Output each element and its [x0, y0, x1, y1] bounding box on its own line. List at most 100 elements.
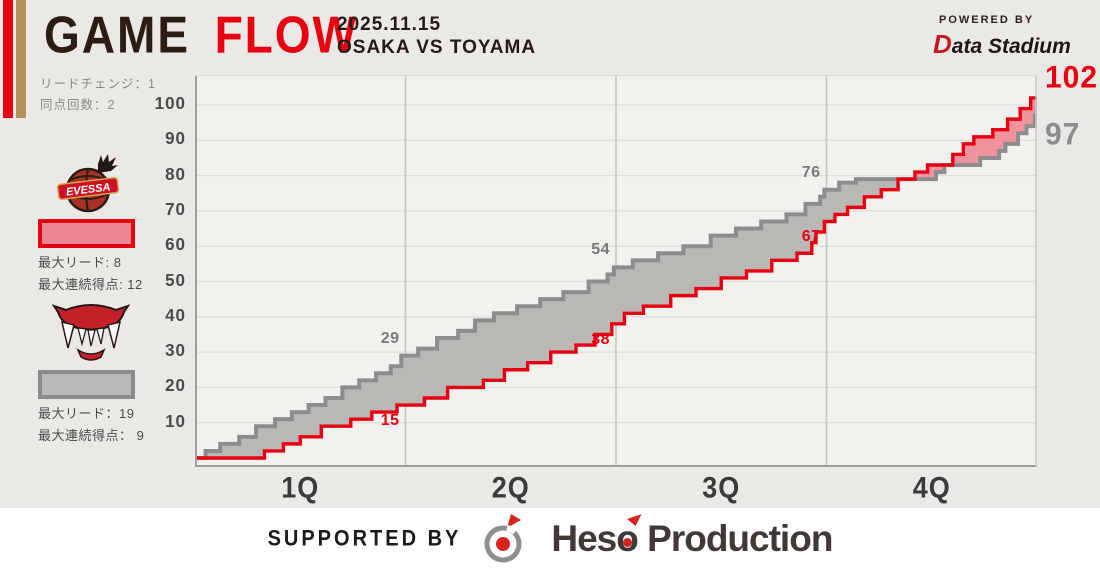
toyama-lead-area [342, 387, 352, 427]
toyama-lead-area [493, 313, 506, 381]
x-quarter-label: 3Q [702, 471, 741, 505]
toyama-lead-area [300, 412, 310, 437]
accent-bar-red [3, 0, 13, 118]
osaka-lead-area [1018, 119, 1021, 134]
osaka-legend-swatch [38, 219, 135, 248]
osaka-lead-area [914, 172, 929, 180]
toyama-max-run: 最大連続得点： 9 [38, 428, 145, 443]
quarter-score-annotation: 54 [591, 241, 610, 259]
osaka-stats: 最大リード: 8 最大連続得点: 12 [38, 252, 143, 296]
osaka-max-run: 最大連続得点: 12 [38, 277, 143, 292]
toyama-lead-area [283, 419, 293, 444]
y-tick-label: 60 [165, 234, 186, 255]
toyama-lead-area [805, 203, 813, 254]
y-tick-label: 40 [165, 305, 186, 326]
toyama-lead-area [418, 348, 426, 406]
y-tick-label: 80 [165, 164, 186, 185]
osaka-lead-area [973, 136, 981, 166]
heso-production-icon [484, 514, 522, 563]
svg-text:EVESSA: EVESSA [65, 181, 111, 198]
toyama-lead-area [325, 397, 343, 427]
y-tick-label: 10 [165, 411, 186, 432]
toyama-lead-area [670, 253, 684, 296]
tie-count-stat: 同点回数：2 [40, 98, 116, 112]
osaka-lead-area [999, 129, 1007, 151]
supported-by-label: SUPPORTED BY [267, 526, 462, 551]
match-date: 2025.11.15 [337, 14, 442, 35]
osaka-lead-area [1030, 97, 1036, 127]
toyama-lead-area [820, 196, 825, 233]
osaka-max-lead: 最大リード: 8 [38, 255, 122, 270]
toyama-lead-area [613, 267, 626, 324]
toyama-lead-area [437, 337, 449, 398]
game-summary-stats: リードチェンジ：1 同点回数：2 [40, 74, 156, 116]
toyama-lead-area [761, 221, 773, 271]
y-tick-label: 100 [154, 93, 186, 114]
toyama-legend-swatch [38, 370, 135, 399]
toyama-lead-area [483, 320, 495, 381]
gameflow-chart-plot [195, 75, 1038, 467]
toyama-lead-area [624, 267, 634, 314]
toyama-lead-area [474, 320, 484, 388]
toyama-lead-area [390, 366, 398, 413]
toyama-lead-area [710, 235, 722, 289]
quarter-score-annotation: 76 [801, 163, 821, 181]
toyama-lead-area [771, 221, 788, 261]
toyama-lead-area [881, 179, 899, 190]
toyama-lead-area [205, 450, 221, 458]
toyama-lead-area [550, 299, 564, 353]
quarter-score-annotation: 15 [380, 412, 400, 430]
quarter-score-annotation: 67 [801, 228, 821, 246]
toyama-lead-area [658, 253, 672, 307]
toyama-lead-area [797, 214, 807, 254]
toyama-lead-area [350, 387, 360, 420]
title-game: GAME [44, 5, 191, 64]
toyama-lead-area [594, 281, 609, 335]
osaka-evessa-logo: EVESSA [56, 154, 120, 213]
toyama-lead-area [643, 260, 659, 307]
toyama-score-line [195, 113, 1037, 460]
osaka-lead-area [1007, 119, 1019, 144]
toyama-lead-area [527, 306, 541, 363]
osaka-lead-area [963, 143, 975, 166]
toyama-lead-area [746, 228, 762, 271]
toyama-lead-area [371, 380, 377, 413]
quarter-score-annotation: 29 [380, 329, 400, 347]
osaka-score-line [195, 96, 1037, 460]
osaka-lead-area [1026, 108, 1032, 127]
toyama-lead-area [864, 179, 882, 197]
osaka-lead-area [927, 165, 937, 180]
match-meta: 2025.11.15 OSAKA VS TOYAMA [337, 13, 536, 59]
toyama-lead-area [721, 235, 737, 278]
powered-by-label: POWERED BY [939, 14, 1035, 26]
final-score-label: 102 [1045, 60, 1099, 95]
toyama-lead-area [563, 292, 577, 353]
y-tick-label: 90 [165, 128, 186, 149]
gameflow-chart [195, 75, 1038, 467]
toyama-lead-area [540, 299, 552, 363]
toyama-lead-area [274, 419, 285, 451]
toyama-lead-area [735, 228, 748, 278]
lead-changes-stat: リードチェンジ：1 [40, 77, 156, 91]
y-tick-label: 50 [165, 270, 186, 290]
toyama-lead-area [786, 214, 798, 261]
toyama-lead-area [855, 179, 865, 208]
toyama-lead-area [695, 246, 712, 289]
y-tick-label: 20 [165, 375, 186, 396]
toyama-lead-area [839, 182, 849, 215]
page-title: GAME FLOW [44, 4, 358, 65]
data-stadium-logo: Data Stadium [933, 29, 1071, 59]
toyama-lead-area [834, 189, 840, 215]
toyama-lead-area [376, 373, 392, 413]
match-teams: OSAKA VS TOYAMA [337, 37, 537, 58]
toyama-lead-area [458, 330, 476, 388]
osaka-lead-area [1005, 129, 1009, 144]
osaka-lead-area [1020, 108, 1028, 134]
toyama-lead-area [291, 412, 301, 444]
toyama-lead-area [632, 260, 644, 314]
toyama-lead-area [824, 189, 836, 222]
toyama-lead-area [847, 182, 857, 208]
x-quarter-label: 4Q [912, 471, 951, 505]
toyama-lead-area [611, 274, 615, 324]
